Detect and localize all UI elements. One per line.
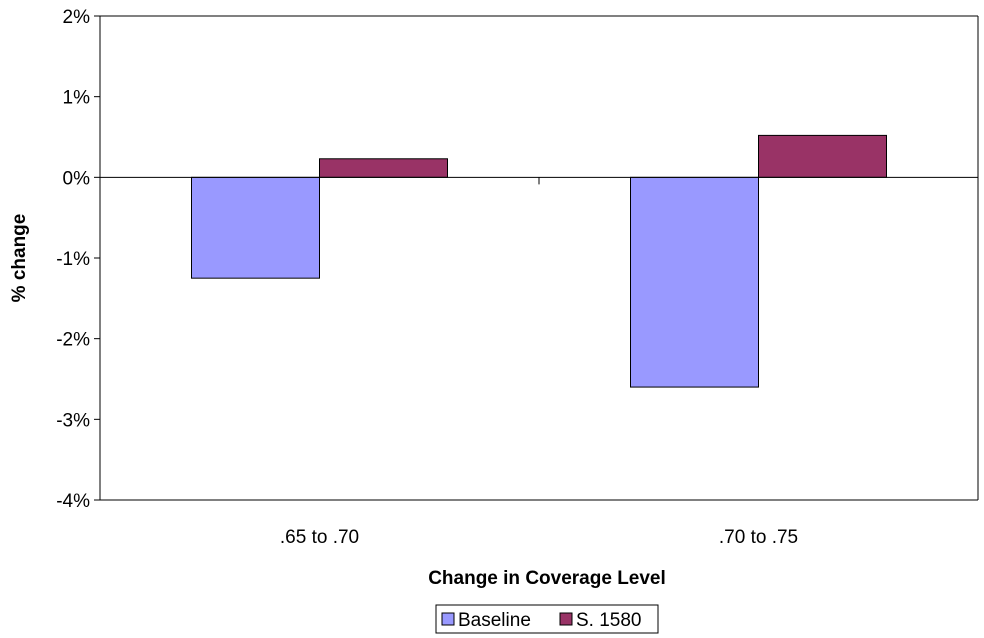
bar-baseline-2 <box>630 176 759 388</box>
bars <box>191 134 887 388</box>
legend-swatch-baseline <box>441 612 455 626</box>
y-tick-label: -1% <box>56 249 90 270</box>
legend-label-baseline: Baseline <box>458 610 531 631</box>
y-tick-label: -2% <box>56 330 90 351</box>
x-axis-tick-labels: .65 to .70 .70 to .75 <box>280 527 798 548</box>
y-axis-title: % change <box>9 214 30 303</box>
bar-s-1580-2 <box>758 134 887 178</box>
bar-s-1580-1 <box>319 158 448 178</box>
x-tick-label: .70 to .75 <box>719 527 798 548</box>
x-axis-title: Change in Coverage Level <box>428 568 666 589</box>
y-tick-label: 1% <box>63 88 91 109</box>
y-tick-label: 2% <box>63 7 91 28</box>
y-tick-label: -3% <box>56 410 90 431</box>
legend-swatch-s-1580 <box>559 612 573 626</box>
y-tick-label: 0% <box>63 168 91 189</box>
legend-box <box>435 604 659 634</box>
y-axis-ticks: 2% 1% 0% -1% -2% -3% -4% <box>56 7 100 512</box>
bar-baseline-1 <box>191 176 320 279</box>
legend-label-s-1580: S. 1580 <box>576 610 642 631</box>
y-tick-label: -4% <box>56 491 90 512</box>
legend: Baseline S. 1580 <box>435 604 659 634</box>
x-tick-label: .65 to .70 <box>280 527 359 548</box>
